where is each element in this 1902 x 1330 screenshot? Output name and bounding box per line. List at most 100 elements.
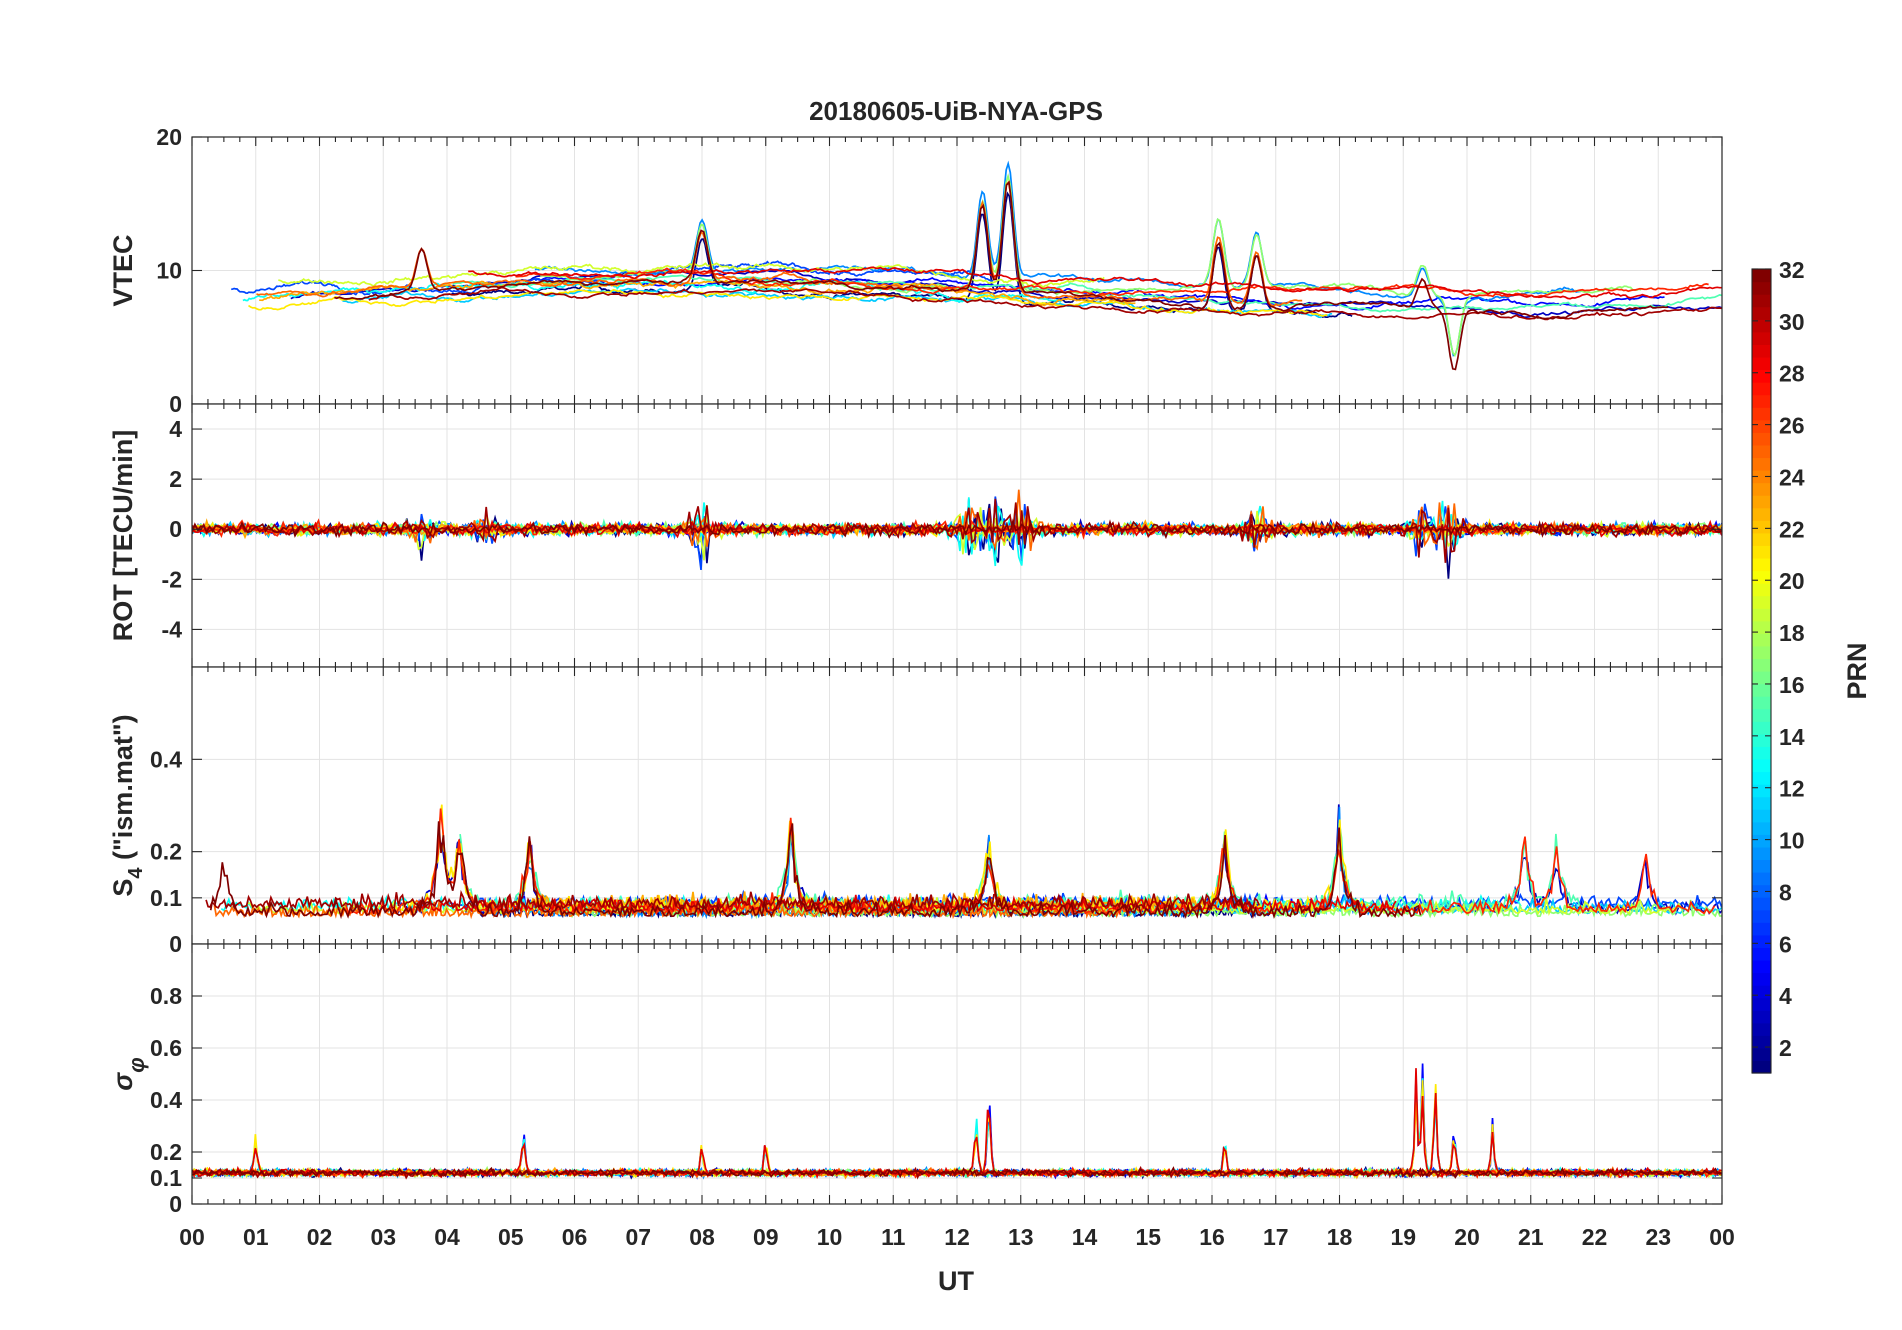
colorbar-swatch <box>1752 444 1771 459</box>
colorbar-tick-label: 22 <box>1779 516 1805 542</box>
x-tick-label: 01 <box>243 1224 269 1250</box>
x-tick-label: 06 <box>562 1224 588 1250</box>
colorbar-swatch <box>1752 708 1771 722</box>
colorbar-swatch <box>1752 281 1771 295</box>
colorbar-swatch <box>1752 733 1771 747</box>
colorbar-swatch <box>1752 344 1771 358</box>
colorbar-swatch <box>1752 809 1771 823</box>
x-tick-label: 11 <box>881 1224 906 1250</box>
x-tick-label: 10 <box>817 1224 843 1250</box>
colorbar-swatch <box>1752 872 1771 886</box>
colorbar-swatch <box>1752 947 1771 961</box>
series-prn-32 <box>192 1166 1722 1179</box>
colorbar-swatch <box>1752 934 1771 948</box>
y-tick-label: 10 <box>156 258 182 284</box>
colorbar-swatch <box>1752 721 1771 735</box>
colorbar-swatch <box>1752 532 1771 546</box>
x-tick-label: 08 <box>689 1224 715 1250</box>
x-tick-label: 20 <box>1454 1224 1480 1250</box>
series-prn-23 <box>259 279 1136 307</box>
y-tick-label: 2 <box>169 466 182 492</box>
colorbar-tick-label: 28 <box>1779 361 1805 387</box>
colorbar-tick-label: 10 <box>1779 828 1805 854</box>
colorbar-tick-label: 26 <box>1779 413 1805 439</box>
colorbar-tick-label: 6 <box>1779 931 1792 957</box>
y-tick-label: 0.1 <box>150 1165 182 1191</box>
colorbar-frame <box>1751 268 1772 1074</box>
series-prn-32 <box>334 180 1669 371</box>
x-tick-label: 00 <box>179 1224 205 1250</box>
colorbar-swatch <box>1752 959 1771 974</box>
colorbar-tick-label: 32 <box>1779 257 1805 283</box>
series-lines <box>231 160 1722 371</box>
x-ticks <box>191 944 1723 1204</box>
colorbar-swatch <box>1752 1047 1771 1062</box>
colorbar-swatch <box>1752 696 1771 710</box>
series-prn-31 <box>192 498 1722 563</box>
x-tick-label: 17 <box>1263 1224 1289 1250</box>
colorbar-tick-label: 16 <box>1779 672 1805 698</box>
colorbar-swatch <box>1752 909 1771 923</box>
y-tick-label: 0 <box>169 931 182 957</box>
series-prn-25 <box>256 180 1303 307</box>
series-prn-29 <box>416 894 1397 914</box>
x-ticks <box>191 137 1723 404</box>
y-tick-label: 0.4 <box>150 1087 182 1113</box>
colorbar-swatch <box>1752 495 1771 509</box>
colorbar-swatch <box>1752 319 1771 333</box>
y-tick-label: 0.6 <box>150 1035 182 1061</box>
series-prn-32 <box>209 821 1422 920</box>
y-tick-label: 4 <box>169 416 182 442</box>
colorbar-tick-label: 20 <box>1779 568 1805 594</box>
y-axis-title-sigma_phi: σφ <box>108 1057 149 1090</box>
colorbar-swatch <box>1752 846 1771 861</box>
y-axis-title-rot: ROT [TECU/min] <box>108 430 138 641</box>
y-tick-label: 0 <box>169 516 182 542</box>
colorbar-swatch <box>1752 369 1771 383</box>
colorbar-swatch <box>1752 771 1771 785</box>
y-axis-title-vtec: VTEC <box>108 234 138 306</box>
colorbar-swatch <box>1752 671 1771 685</box>
colorbar-swatch <box>1752 645 1771 660</box>
colorbar-swatch <box>1752 294 1771 308</box>
colorbar-swatch <box>1752 595 1771 609</box>
y-tick-label: 0.2 <box>150 839 182 865</box>
colorbar-swatch <box>1752 331 1771 345</box>
y-tick-label: -4 <box>162 616 183 642</box>
grid <box>192 944 1722 1204</box>
colorbar-swatch <box>1752 382 1771 396</box>
x-axis: 00 01 02 03 04 05 06 07 08 09 10 11 12 13 14 15 16 17 18 19… <box>179 1224 1735 1250</box>
colorbar-tick-label: 24 <box>1779 464 1805 490</box>
colorbar-swatch <box>1752 746 1771 760</box>
series-prn-32 <box>192 518 1722 540</box>
x-tick-label: 09 <box>753 1224 779 1250</box>
colorbar-swatch <box>1752 407 1771 421</box>
panel-sigma_phi: 00.10.2 0.4 0.6 0.8 σφ <box>108 943 1723 1217</box>
colorbar-swatch <box>1752 922 1771 936</box>
colorbar-swatch <box>1752 356 1771 371</box>
colorbar-swatch <box>1752 821 1771 835</box>
x-tick-label: 04 <box>434 1224 460 1250</box>
colorbar-swatch <box>1752 470 1771 484</box>
panel-vtec: 0 10 20 VTEC <box>108 124 1723 417</box>
colorbar-title: PRN <box>1842 642 1872 699</box>
colorbar-tick-label: 30 <box>1779 309 1805 335</box>
colorbar-swatch <box>1752 608 1771 622</box>
x-tick-label: 13 <box>1008 1224 1034 1250</box>
figure-title: 20180605-UiB-NYA-GPS <box>809 96 1103 126</box>
y-axis-title-part: 4 <box>125 867 147 879</box>
y-axis-title-part: S <box>108 879 138 897</box>
colorbar-swatch <box>1752 758 1771 773</box>
colorbar-swatch <box>1752 1010 1771 1024</box>
series-lines <box>192 1063 1722 1180</box>
colorbar-swatch <box>1752 620 1771 634</box>
y-tick-label: 0.1 <box>150 885 182 911</box>
x-tick-label: 03 <box>370 1224 396 1250</box>
colorbar-swatch <box>1752 432 1771 446</box>
x-tick-label: 02 <box>307 1224 333 1250</box>
colorbar-swatch <box>1752 1022 1771 1036</box>
colorbar-swatch <box>1752 784 1771 798</box>
colorbar-swatch <box>1752 570 1771 584</box>
colorbar-swatch <box>1752 394 1771 408</box>
